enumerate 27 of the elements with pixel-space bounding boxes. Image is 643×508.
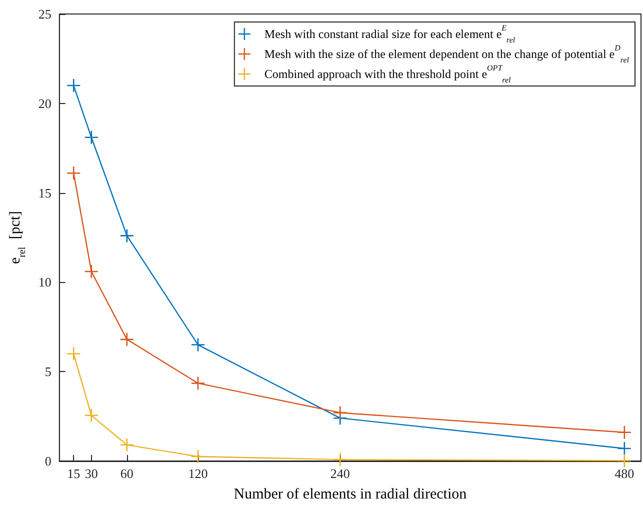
point	[84, 130, 98, 144]
point	[84, 264, 98, 278]
point	[84, 408, 98, 422]
y-tick-label: 0	[44, 454, 52, 468]
x-tick-label: 480	[614, 466, 634, 481]
point	[67, 79, 80, 92]
point	[618, 426, 631, 439]
point	[191, 376, 204, 390]
y-tick-label: 5	[44, 364, 52, 380]
x-tick-label: 30	[84, 466, 98, 481]
y-tick-label: 20	[38, 96, 52, 111]
x-tick-label: 240	[330, 466, 350, 481]
point	[67, 166, 80, 180]
y-tick-label: 25	[38, 6, 52, 22]
point	[191, 338, 204, 352]
point	[618, 454, 631, 468]
y-axis-title: erel [pct]	[8, 210, 28, 264]
point	[334, 453, 347, 466]
point	[334, 406, 347, 420]
x-tick-label: 15	[67, 466, 80, 481]
y-tick-label: 15	[38, 185, 52, 200]
point	[120, 229, 134, 242]
y-tick-label: 10	[38, 274, 52, 290]
point	[67, 347, 80, 360]
x-tick-label: 60	[120, 466, 134, 481]
x-tick-label: 120	[188, 466, 208, 481]
x-axis-title: Number of elements in radial direction	[234, 486, 468, 502]
